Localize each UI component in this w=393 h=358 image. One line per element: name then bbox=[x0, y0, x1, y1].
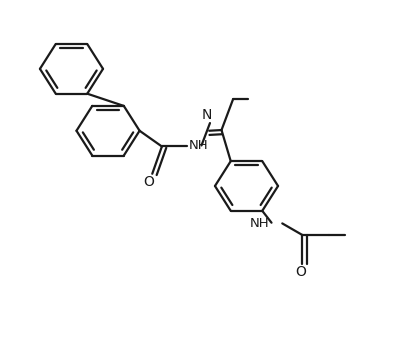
Text: NH: NH bbox=[189, 139, 208, 151]
Text: O: O bbox=[296, 265, 307, 279]
Text: O: O bbox=[144, 175, 154, 189]
Text: NH: NH bbox=[250, 217, 270, 230]
Text: N: N bbox=[202, 108, 212, 122]
